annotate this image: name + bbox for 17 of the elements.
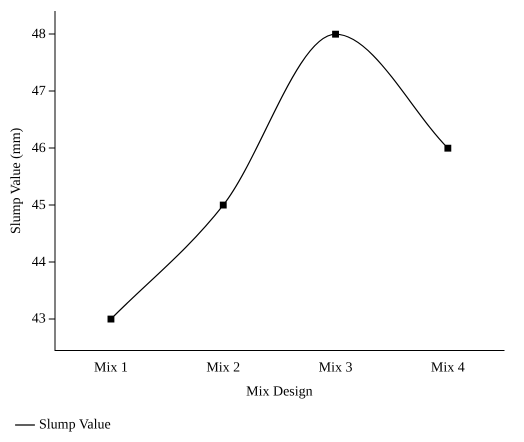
y-tick-label: 47 bbox=[32, 84, 46, 99]
y-tick-label: 45 bbox=[32, 198, 46, 213]
point bbox=[332, 30, 339, 38]
point bbox=[108, 316, 114, 322]
y-axis-title: Slump Value (mm) bbox=[9, 127, 24, 234]
y-tick-label: 43 bbox=[32, 312, 46, 327]
y-tick-label: 48 bbox=[32, 26, 46, 42]
y-tick-label: 44 bbox=[32, 254, 46, 270]
y-tick-label: 46 bbox=[32, 140, 46, 156]
x-axis-title: Mix Design bbox=[246, 384, 313, 400]
x-tick-label: Mix 2 bbox=[206, 360, 240, 376]
x-tick-label: Mix 4 bbox=[430, 360, 465, 376]
legend-label: Slump Value bbox=[39, 418, 111, 433]
x-tick-label: Mix 1 bbox=[94, 360, 128, 376]
point bbox=[444, 144, 452, 152]
point bbox=[220, 202, 227, 209]
x-tick-label: Mix 3 bbox=[318, 360, 352, 376]
